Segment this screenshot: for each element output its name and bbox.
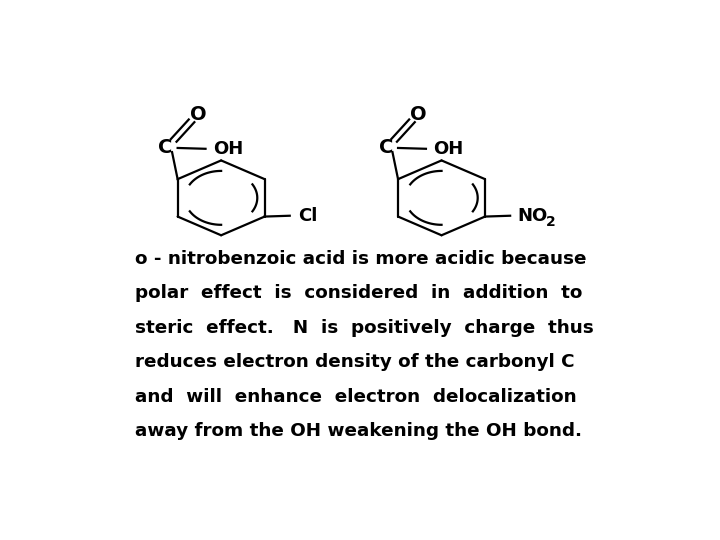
Text: Cl: Cl bbox=[298, 207, 318, 225]
Text: reduces electron density of the carbonyl C: reduces electron density of the carbonyl… bbox=[135, 353, 574, 372]
Text: o - nitrobenzoic acid is more acidic because: o - nitrobenzoic acid is more acidic bec… bbox=[135, 250, 586, 268]
Text: OH: OH bbox=[433, 140, 464, 158]
Text: away from the OH weakening the OH bond.: away from the OH weakening the OH bond. bbox=[135, 422, 582, 441]
Text: 2: 2 bbox=[546, 214, 556, 228]
Text: NO: NO bbox=[518, 207, 548, 225]
Text: and  will  enhance  electron  delocalization: and will enhance electron delocalization bbox=[135, 388, 576, 406]
Text: C: C bbox=[379, 138, 393, 158]
Text: C: C bbox=[158, 138, 173, 158]
Text: steric  effect.   N  is  positively  charge  thus: steric effect. N is positively charge th… bbox=[135, 319, 593, 337]
Text: O: O bbox=[190, 105, 207, 124]
Text: polar  effect  is  considered  in  addition  to: polar effect is considered in addition t… bbox=[135, 285, 582, 302]
Text: O: O bbox=[410, 105, 427, 124]
Text: OH: OH bbox=[213, 140, 243, 158]
